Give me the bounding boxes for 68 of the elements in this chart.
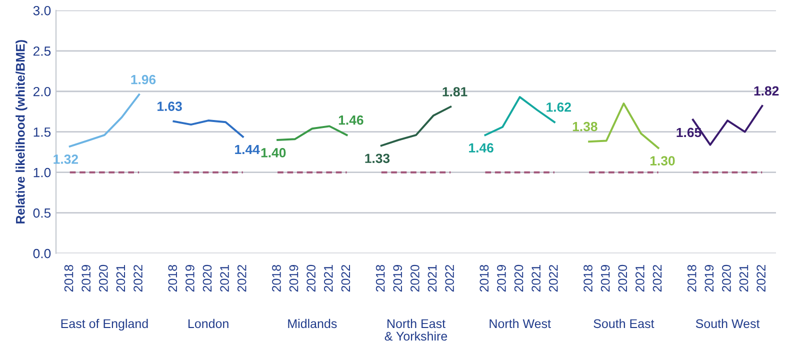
x-tick-label: 2020 [722, 264, 731, 292]
text: East of England [61, 318, 148, 331]
x-tick-label: 2019 [186, 265, 194, 292]
x-tick-label: 2022 [341, 265, 350, 292]
x-tick-label: 2020 [410, 264, 420, 292]
data-label: 1.65 [676, 128, 702, 138]
data-label: 1.46 [338, 115, 364, 125]
x-tick-label: 2020 [514, 264, 524, 292]
x-tick-label: 2020 [618, 264, 628, 292]
text: South West [696, 318, 760, 328]
line-series [172, 120, 244, 138]
x-tick-label: 2022 [237, 265, 246, 292]
x-tick-label: 2022 [756, 265, 766, 292]
data-label: 1.63 [158, 102, 182, 112]
text: London [188, 318, 228, 328]
text: South East [594, 318, 654, 328]
x-tick-label: 2021 [428, 265, 437, 292]
x-tick-label: 2022 [652, 265, 662, 292]
data-label: 1.40 [261, 148, 286, 158]
y-tick-label: 3.0 [33, 6, 51, 16]
data-label: 1.33 [365, 154, 390, 164]
y-tick-label: 2.0 [33, 86, 51, 96]
x-tick-label: 2022 [548, 265, 558, 292]
x-tick-label: 2018 [64, 264, 74, 292]
x-tick-label: 2021 [220, 265, 229, 292]
text: Midlands [288, 318, 337, 328]
y-axis-title: Relative likelihood (white/BME) [16, 40, 28, 224]
data-label: 1.32 [54, 154, 78, 164]
x-tick-label: 2021 [636, 265, 644, 292]
y-tick-label: 1.0 [34, 168, 51, 178]
x-tick-label: 2019 [704, 265, 714, 292]
x-tick-label: 2018 [168, 264, 178, 292]
x-tick-label: 2021 [116, 265, 126, 292]
x-tick-label: 2020 [202, 264, 212, 292]
x-tick-label: 2020 [98, 264, 108, 292]
line-series [68, 94, 140, 148]
data-label: 1.30 [650, 156, 675, 166]
x-tick-label: 2018 [376, 264, 385, 292]
data-label: 1.81 [442, 87, 468, 96]
x-tick-label: 2021 [324, 265, 333, 292]
x-tick-label: 2019 [600, 265, 610, 292]
data-label: 1.96 [131, 74, 156, 84]
y-tick-label: 2.5 [33, 46, 51, 56]
line-series [276, 125, 348, 141]
x-tick-label: 2019 [497, 265, 506, 292]
x-tick-label: 2019 [82, 265, 91, 292]
data-label: 1.38 [572, 122, 598, 132]
x-tick-label: 2018 [584, 264, 592, 292]
data-label: 1.44 [235, 144, 260, 154]
x-tick-label: 2018 [480, 264, 489, 292]
x-tick-label: 2022 [134, 265, 142, 292]
x-tick-label: 2019 [393, 265, 402, 292]
data-label: 1.82 [754, 86, 779, 96]
line-series [380, 106, 452, 147]
x-tick-label: 2018 [272, 264, 281, 292]
text: North West [490, 318, 551, 328]
x-tick-label: 2019 [289, 265, 298, 292]
y-tick-label: 1.5 [34, 128, 51, 137]
x-tick-label: 2021 [532, 265, 541, 292]
data-label: 1.62 [546, 102, 571, 112]
x-tick-label: 2021 [739, 265, 748, 292]
data-label: 1.46 [469, 143, 494, 153]
x-tick-label: 2018 [687, 264, 696, 292]
y-tick-label: 0.0 [33, 248, 51, 258]
text: North East & Yorkshire [384, 318, 448, 341]
x-tick-label: 2022 [445, 265, 454, 292]
x-tick-label: 2020 [306, 264, 316, 292]
y-tick-label: 0.5 [33, 208, 51, 218]
